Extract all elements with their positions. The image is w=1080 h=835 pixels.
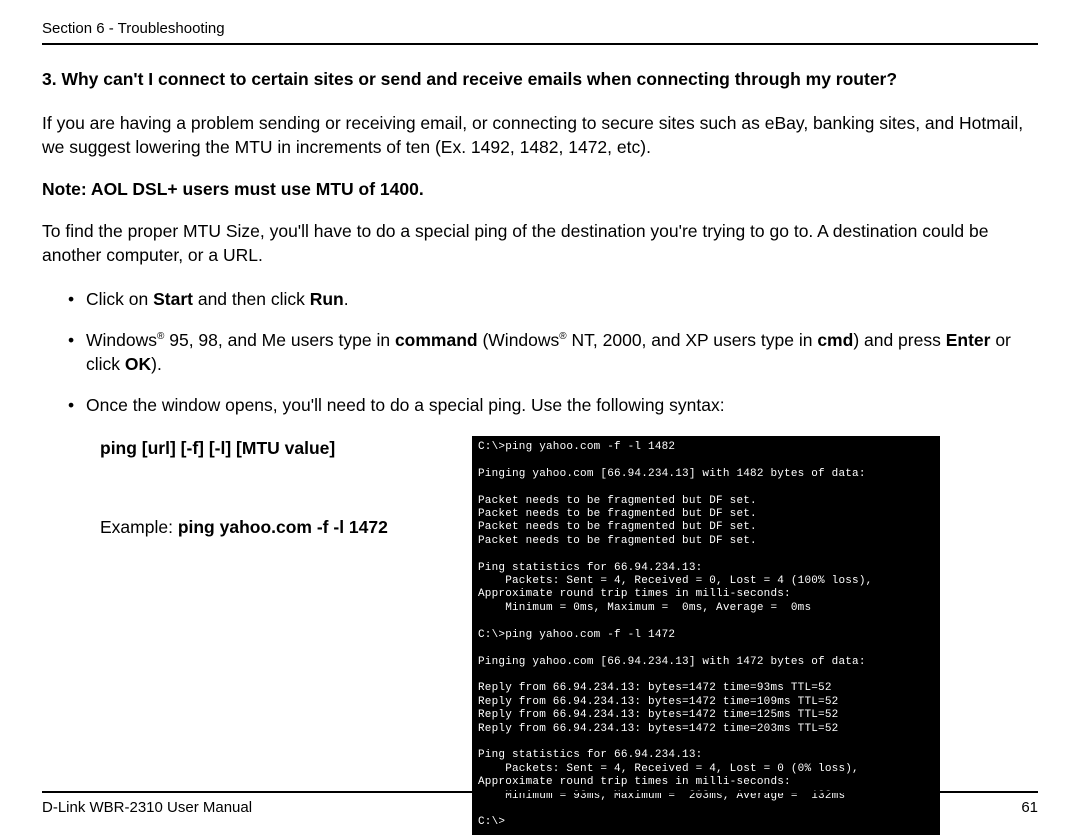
bold-run: Run: [310, 289, 344, 309]
bullet-item-1: Click on Start and then click Run.: [86, 288, 1038, 312]
example-line: Example: ping yahoo.com -f -l 1472: [100, 517, 442, 538]
example-command: ping yahoo.com -f -l 1472: [178, 517, 388, 537]
bold-command: command: [395, 330, 478, 350]
bold-enter: Enter: [946, 330, 991, 350]
bullet-item-2: Windows ® 95, 98, and Me users type in co…: [86, 329, 1038, 376]
text: ).: [151, 354, 162, 374]
text: (Windows: [478, 330, 560, 350]
syntax-section: ping [url] [-f] [-l] [MTU value] Example…: [42, 436, 1038, 835]
text: 95, 98, and Me users type in: [164, 330, 395, 350]
terminal-output: C:\>ping yahoo.com -f -l 1482 Pinging ya…: [472, 436, 940, 835]
section-header: Section 6 - Troubleshooting: [42, 20, 1038, 45]
text: .: [344, 289, 349, 309]
text: Click on: [86, 289, 153, 309]
text: ) and press: [853, 330, 945, 350]
paragraph-2: To find the proper MTU Size, you'll have…: [42, 220, 1038, 267]
page-footer: D-Link WBR-2310 User Manual 61: [42, 791, 1038, 816]
bold-ok: OK: [125, 354, 151, 374]
question-heading: 3. Why can't I connect to certain sites …: [42, 69, 1038, 90]
footer-page-number: 61: [1021, 799, 1038, 816]
ping-syntax: ping [url] [-f] [-l] [MTU value]: [100, 438, 442, 459]
text: NT, 2000, and XP users type in: [567, 330, 818, 350]
text: Windows: [86, 330, 157, 350]
bullet-list: Click on Start and then click Run. Windo…: [42, 288, 1038, 419]
bullet-item-3: Once the window opens, you'll need to do…: [86, 394, 1038, 418]
note-text: Note: AOL DSL+ users must use MTU of 140…: [42, 179, 1038, 200]
paragraph-1: If you are having a problem sending or r…: [42, 112, 1038, 159]
footer-left: D-Link WBR-2310 User Manual: [42, 799, 252, 816]
example-label: Example:: [100, 517, 178, 537]
syntax-left-column: ping [url] [-f] [-l] [MTU value] Example…: [42, 436, 442, 538]
reg-mark: ®: [559, 331, 566, 342]
bold-start: Start: [153, 289, 193, 309]
text: and then click: [193, 289, 310, 309]
bold-cmd: cmd: [817, 330, 853, 350]
